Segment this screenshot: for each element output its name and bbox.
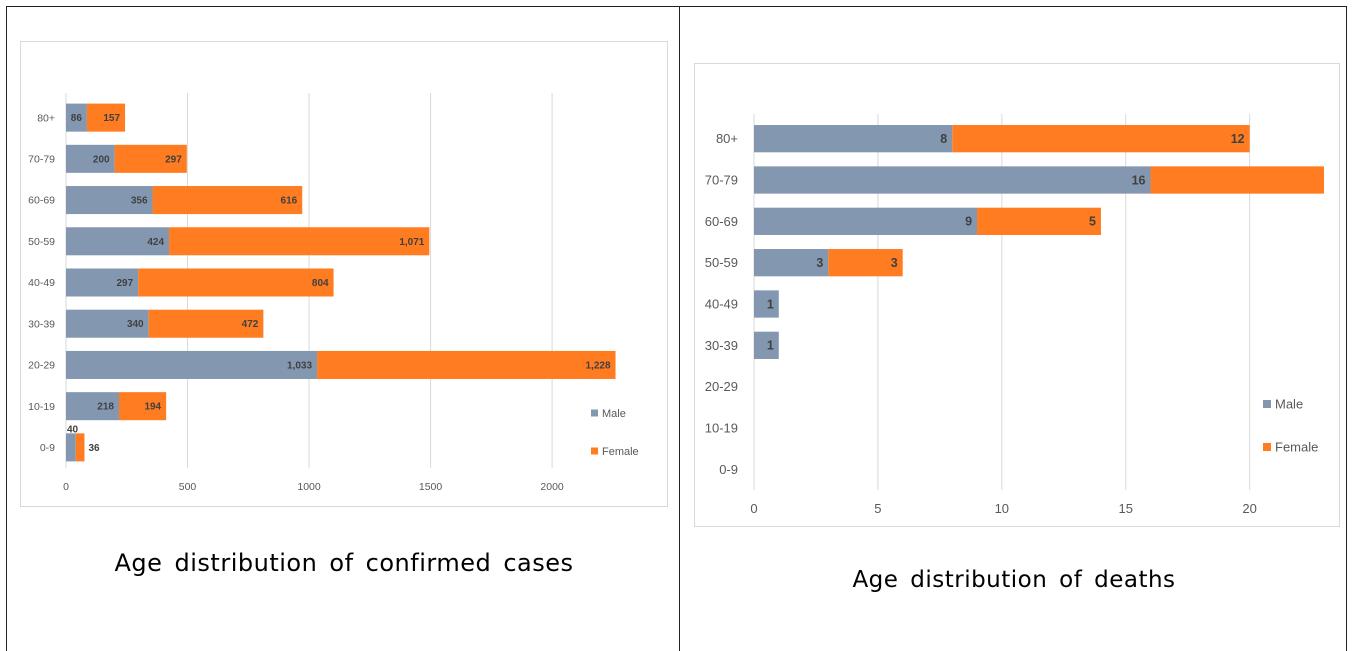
x-tick-label: 5 <box>874 501 881 516</box>
male-legend-swatch <box>1263 400 1271 408</box>
male-data-label: 200 <box>93 154 110 165</box>
x-tick-label: 0 <box>63 481 69 493</box>
category-label: 50-59 <box>28 236 55 248</box>
category-label: 10-19 <box>705 421 738 436</box>
female-bar <box>75 433 85 462</box>
male-legend-label: Male <box>1275 397 1303 412</box>
female-bar <box>138 268 334 297</box>
female-legend-label: Female <box>602 446 639 458</box>
female-data-label: 297 <box>165 154 182 165</box>
male-legend-label: Male <box>602 408 626 420</box>
deaths-chart: 0 5 10 15 20 0-9 10-19 20-29 30-39 1 40-49 1 50-59 3 3… <box>705 114 1324 516</box>
female-bar <box>952 125 1250 153</box>
category-label: 70-79 <box>705 173 738 188</box>
female-bar <box>86 103 126 132</box>
female-data-label: 616 <box>281 196 298 207</box>
x-tick-label: 10 <box>995 501 1009 516</box>
category-label: 10-19 <box>28 401 55 413</box>
confirmed-cases-caption: Age distribution of confirmed cases <box>114 549 574 577</box>
deaths-caption: Age distribution of deaths <box>852 567 1176 593</box>
male-data-label: 1 <box>767 297 774 311</box>
female-data-label: 12 <box>1231 132 1245 146</box>
male-bar <box>754 207 978 235</box>
female-data-label: 3 <box>891 256 898 270</box>
male-bar <box>754 290 779 318</box>
male-data-label: 1,033 <box>287 360 312 371</box>
male-legend-swatch <box>591 409 598 417</box>
female-data-label: 1,071 <box>399 237 424 248</box>
category-label: 30-39 <box>705 338 738 353</box>
category-label: 80+ <box>716 131 738 146</box>
male-data-label: 297 <box>116 278 133 289</box>
male-bar <box>66 227 170 256</box>
male-bar <box>66 392 119 421</box>
male-data-label: 8 <box>940 132 947 146</box>
male-data-label: 3 <box>816 256 823 270</box>
male-data-label: 86 <box>71 113 83 124</box>
male-data-label: 16 <box>1132 173 1146 187</box>
category-label: 40-49 <box>28 277 55 289</box>
confirmed-cases-chart: 0 500 1000 1500 2000 0-9 40 36 10-19 218 194 20-29 1… <box>28 93 639 493</box>
female-bar <box>114 144 187 173</box>
male-data-label: 40 <box>67 424 79 435</box>
male-bar <box>66 103 87 132</box>
female-legend-label: Female <box>1275 440 1318 455</box>
female-data-label: 36 <box>88 443 100 454</box>
male-data-label: 1 <box>767 339 774 353</box>
female-legend-swatch <box>591 447 598 455</box>
category-label: 50-59 <box>705 255 738 270</box>
category-label: 60-69 <box>28 195 55 207</box>
female-data-label: 1,228 <box>585 360 610 371</box>
category-label: 40-49 <box>705 297 738 312</box>
male-bar <box>66 433 76 462</box>
male-data-label: 340 <box>127 319 144 330</box>
male-data-label: 424 <box>147 237 164 248</box>
female-bar <box>977 207 1101 235</box>
female-legend-swatch <box>1263 443 1271 451</box>
female-bar <box>118 392 167 421</box>
x-tick-label: 20 <box>1242 501 1256 516</box>
left-panel: 0 500 1000 1500 2000 0-9 40 36 10-19 218 194 20-29 1… <box>6 6 680 651</box>
category-label: 0-9 <box>719 462 738 477</box>
female-bar <box>317 350 616 379</box>
x-tick-label: 0 <box>750 501 757 516</box>
male-bar <box>66 309 149 338</box>
male-data-label: 218 <box>97 402 114 413</box>
category-label: 20-29 <box>705 379 738 394</box>
male-bar <box>66 144 115 173</box>
x-tick-label: 2000 <box>540 481 564 493</box>
male-bar <box>754 166 1151 194</box>
female-bar <box>1150 166 1324 194</box>
right-panel: 0 5 10 15 20 0-9 10-19 20-29 30-39 1 40-49 1 50-59 3 3… <box>679 6 1347 651</box>
male-bar <box>754 331 779 359</box>
category-label: 20-29 <box>28 360 55 372</box>
female-data-label: 472 <box>242 319 259 330</box>
male-bar <box>754 125 953 153</box>
x-tick-label: 500 <box>179 481 197 493</box>
x-tick-label: 1500 <box>419 481 443 493</box>
x-tick-label: 15 <box>1119 501 1133 516</box>
male-bar <box>66 350 318 379</box>
female-bar <box>828 249 903 277</box>
x-tick-label: 1000 <box>297 481 321 493</box>
category-label: 30-39 <box>28 318 55 330</box>
category-label: 80+ <box>37 112 55 124</box>
category-label: 0-9 <box>40 442 55 454</box>
deaths-chart-frame: 0 5 10 15 20 0-9 10-19 20-29 30-39 1 40-49 1 50-59 3 3… <box>694 63 1340 527</box>
male-data-label: 356 <box>131 196 148 207</box>
female-bar <box>148 309 264 338</box>
female-data-label: 804 <box>312 278 329 289</box>
female-bar <box>152 186 303 215</box>
confirmed-cases-chart-frame: 0 500 1000 1500 2000 0-9 40 36 10-19 218 194 20-29 1… <box>20 41 668 507</box>
category-label: 60-69 <box>705 214 738 229</box>
male-bar <box>66 186 153 215</box>
female-bar <box>169 227 430 256</box>
male-data-label: 9 <box>965 215 972 229</box>
male-bar <box>66 268 139 297</box>
female-data-label: 157 <box>103 113 120 124</box>
female-data-label: 194 <box>144 402 161 413</box>
male-bar <box>754 249 829 277</box>
female-data-label: 5 <box>1089 215 1096 229</box>
category-label: 70-79 <box>28 154 55 166</box>
